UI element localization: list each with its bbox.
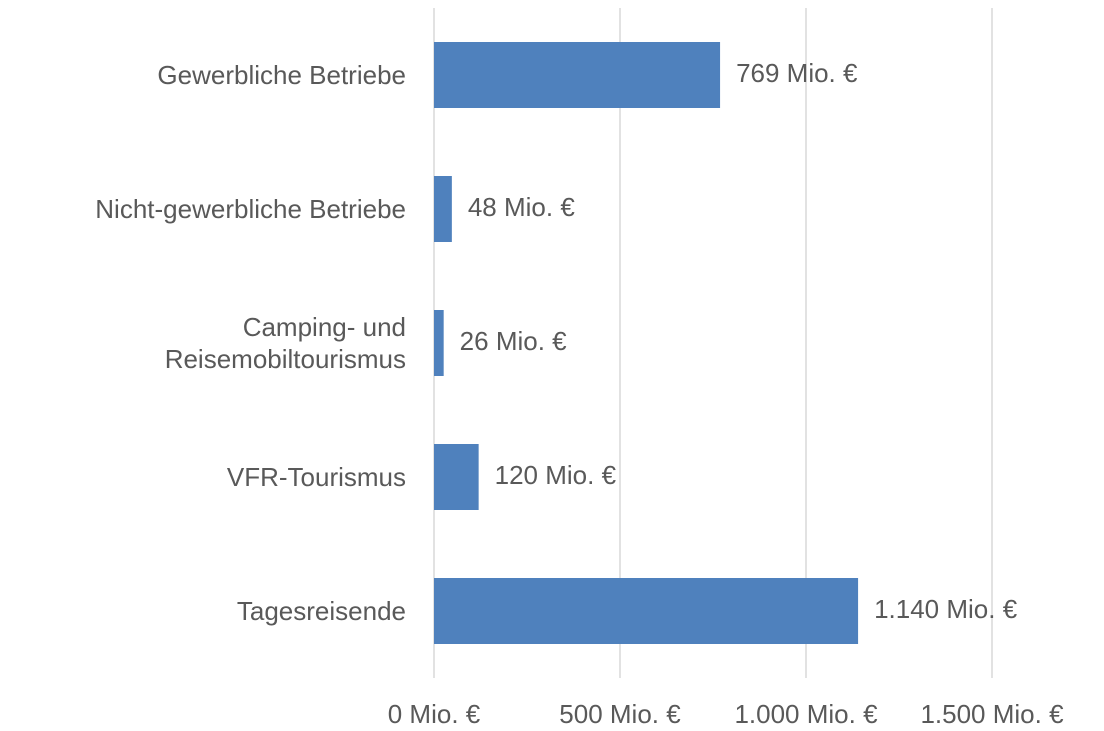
y-tick-label: VFR-Tourismus bbox=[226, 462, 406, 492]
x-tick-label: 1.000 Mio. € bbox=[734, 699, 878, 729]
value-label: 1.140 Mio. € bbox=[874, 594, 1018, 624]
value-label: 48 Mio. € bbox=[468, 192, 575, 222]
y-tick-label: Gewerbliche Betriebe bbox=[157, 60, 406, 90]
y-tick-label: Camping- und Reisemobiltourismus bbox=[164, 312, 406, 374]
x-tick-label: 1.500 Mio. € bbox=[920, 699, 1064, 729]
value-label: 769 Mio. € bbox=[736, 58, 858, 88]
value-label: 120 Mio. € bbox=[495, 460, 617, 490]
y-tick-label: Nicht-gewerbliche Betriebe bbox=[95, 194, 406, 224]
value-label: 26 Mio. € bbox=[460, 326, 567, 356]
bar bbox=[434, 310, 444, 376]
y-tick-label: Tagesreisende bbox=[236, 596, 406, 626]
bar bbox=[434, 176, 452, 242]
bar bbox=[434, 42, 721, 108]
bar bbox=[434, 444, 479, 510]
bar bbox=[434, 578, 859, 644]
x-tick-label: 0 Mio. € bbox=[388, 699, 481, 729]
x-tick-label: 500 Mio. € bbox=[559, 699, 681, 729]
